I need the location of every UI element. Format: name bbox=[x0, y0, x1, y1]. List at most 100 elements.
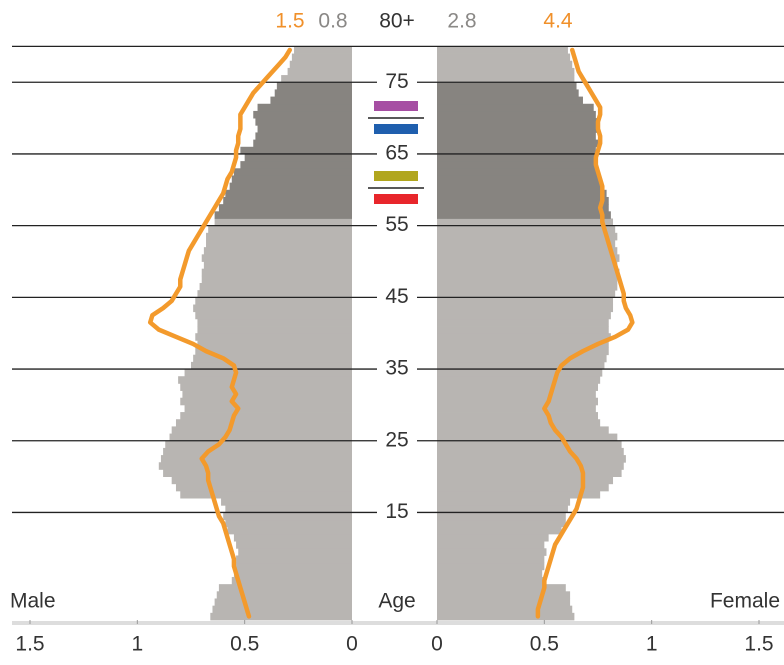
tick-label-bg bbox=[377, 286, 417, 309]
top-male-bar: 0.8 bbox=[318, 10, 347, 33]
bar bbox=[257, 125, 352, 133]
bar bbox=[437, 82, 577, 90]
bar bbox=[171, 476, 352, 485]
top-male-line: 1.5 bbox=[275, 10, 304, 33]
bar bbox=[214, 211, 352, 219]
bar bbox=[197, 318, 352, 327]
bar bbox=[437, 433, 618, 442]
bar bbox=[437, 576, 545, 585]
bar bbox=[221, 498, 352, 506]
bar bbox=[291, 53, 352, 62]
bar bbox=[437, 490, 601, 499]
bar bbox=[437, 211, 611, 219]
bar bbox=[437, 476, 614, 485]
bar bbox=[437, 505, 568, 513]
bar bbox=[437, 340, 609, 348]
bar bbox=[437, 146, 596, 155]
bar bbox=[206, 239, 352, 248]
bar bbox=[210, 612, 352, 621]
y-tick-label: 45 bbox=[385, 285, 408, 308]
right-label: Female bbox=[710, 590, 780, 613]
bar bbox=[437, 562, 545, 571]
bar bbox=[227, 526, 352, 535]
y-tick-label: 35 bbox=[385, 357, 408, 380]
bar bbox=[437, 283, 618, 291]
bar bbox=[437, 354, 607, 363]
y-tick-label: 55 bbox=[385, 213, 408, 236]
bar bbox=[437, 447, 624, 456]
bar bbox=[437, 75, 575, 83]
bar bbox=[287, 67, 352, 76]
bar bbox=[437, 103, 594, 112]
bar bbox=[437, 326, 609, 334]
tick-label-bg bbox=[377, 358, 417, 381]
bar bbox=[197, 326, 352, 334]
bar bbox=[255, 132, 352, 141]
bar bbox=[163, 447, 352, 456]
x-tick-label: 1.5 bbox=[15, 633, 44, 656]
bar bbox=[437, 455, 626, 463]
bar bbox=[208, 225, 352, 234]
y-tick-label: 65 bbox=[385, 141, 408, 164]
marker-blue bbox=[374, 124, 418, 134]
bar bbox=[437, 440, 622, 449]
bar bbox=[437, 196, 609, 205]
bar bbox=[184, 369, 352, 377]
bar bbox=[437, 118, 598, 126]
bar bbox=[437, 541, 545, 549]
x-tick-label: 0 bbox=[431, 633, 443, 656]
bar bbox=[437, 533, 549, 542]
bar bbox=[165, 440, 352, 449]
bar bbox=[212, 605, 352, 614]
bar bbox=[233, 168, 352, 176]
tick-label-bg bbox=[377, 429, 417, 452]
x-tick-label: 0.5 bbox=[230, 633, 259, 656]
bar bbox=[201, 254, 352, 262]
bar bbox=[437, 519, 566, 528]
center-label: Age bbox=[378, 590, 415, 613]
bar bbox=[437, 591, 571, 599]
bar bbox=[201, 268, 352, 277]
bars-layer bbox=[158, 46, 626, 621]
x-tick-label: 1 bbox=[131, 633, 143, 656]
bar bbox=[437, 376, 601, 384]
bar bbox=[180, 383, 352, 391]
x-tick-label: 0.5 bbox=[530, 633, 559, 656]
marker-olive bbox=[374, 171, 418, 181]
bar bbox=[178, 376, 352, 384]
bar bbox=[437, 89, 579, 97]
bar bbox=[184, 404, 352, 413]
bar bbox=[257, 103, 352, 112]
bar bbox=[437, 297, 614, 305]
bar bbox=[233, 569, 352, 578]
bar bbox=[216, 591, 352, 599]
bar bbox=[182, 390, 352, 399]
bar bbox=[163, 469, 352, 477]
bar bbox=[437, 612, 575, 621]
tick-label-bg bbox=[377, 142, 417, 165]
bar bbox=[437, 132, 596, 141]
bar bbox=[236, 555, 352, 564]
bar bbox=[240, 146, 352, 155]
bar bbox=[214, 218, 352, 227]
bar bbox=[195, 311, 352, 320]
bar bbox=[437, 555, 545, 564]
bar bbox=[201, 275, 352, 284]
y-tick-label: 25 bbox=[385, 428, 408, 451]
bar bbox=[437, 361, 605, 370]
bar bbox=[169, 433, 352, 442]
x-tick-label: 1.5 bbox=[744, 633, 773, 656]
labels-layer: 1.5 0.8 80+ 2.8 4.4 Male Age Female bbox=[10, 10, 780, 613]
top-female-bar: 2.8 bbox=[447, 10, 476, 33]
bar bbox=[244, 153, 352, 162]
bar bbox=[437, 584, 566, 592]
tick-label-bg bbox=[377, 71, 417, 94]
bar bbox=[229, 182, 352, 191]
bar bbox=[218, 584, 352, 592]
bar bbox=[274, 89, 352, 97]
top-age-label: 80+ bbox=[379, 10, 415, 33]
bar bbox=[193, 354, 352, 363]
bar bbox=[218, 204, 352, 212]
bar bbox=[437, 526, 562, 535]
